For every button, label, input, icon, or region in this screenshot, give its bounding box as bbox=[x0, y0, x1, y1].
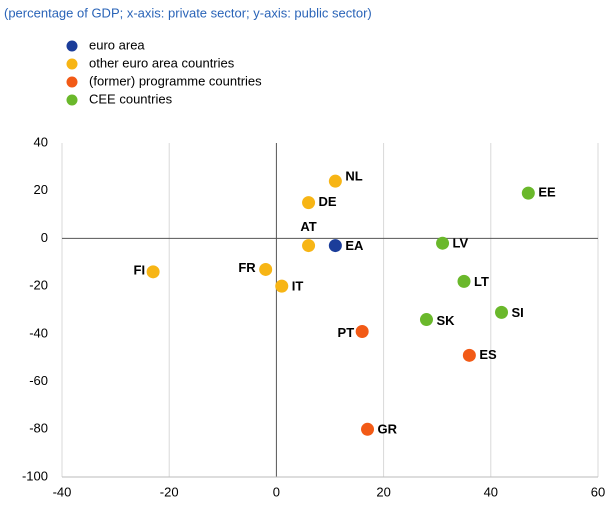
point-label: FI bbox=[134, 262, 146, 277]
data-point bbox=[146, 265, 160, 279]
x-tick-label: 0 bbox=[273, 484, 280, 499]
point-label: FR bbox=[238, 260, 256, 275]
data-point bbox=[521, 186, 535, 200]
point-label: SI bbox=[512, 305, 524, 320]
data-point bbox=[302, 196, 316, 210]
data-point bbox=[302, 239, 316, 253]
point-label: EA bbox=[345, 238, 364, 253]
y-tick-label: 20 bbox=[34, 182, 48, 197]
point-label: PT bbox=[338, 325, 355, 340]
legend-marker bbox=[66, 76, 78, 88]
point-label: AT bbox=[300, 219, 316, 234]
y-tick-label: 0 bbox=[41, 230, 48, 245]
data-point bbox=[462, 348, 476, 362]
legend-label: other euro area countries bbox=[89, 55, 235, 70]
point-label: NL bbox=[345, 169, 362, 184]
x-tick-label: -40 bbox=[53, 484, 72, 499]
data-point bbox=[328, 174, 342, 188]
point-label: GR bbox=[378, 422, 398, 437]
data-point bbox=[436, 236, 450, 250]
data-point bbox=[495, 305, 509, 319]
point-label: LV bbox=[453, 236, 469, 251]
data-point bbox=[457, 274, 471, 288]
data-point bbox=[361, 422, 375, 436]
point-label: ES bbox=[479, 347, 497, 362]
data-point bbox=[419, 313, 433, 327]
point-label: IT bbox=[292, 279, 304, 294]
legend-marker bbox=[66, 94, 78, 106]
legend-label: euro area bbox=[89, 37, 145, 52]
x-tick-label: 60 bbox=[591, 484, 605, 499]
y-tick-label: -40 bbox=[29, 325, 48, 340]
y-tick-label: -60 bbox=[29, 373, 48, 388]
point-label: LT bbox=[474, 274, 489, 289]
point-label: SK bbox=[436, 313, 455, 328]
point-label: EE bbox=[538, 185, 556, 200]
y-tick-label: -100 bbox=[22, 468, 48, 483]
legend-marker bbox=[66, 58, 78, 70]
data-point bbox=[275, 279, 289, 293]
data-point bbox=[328, 239, 342, 253]
x-tick-label: -20 bbox=[160, 484, 179, 499]
x-tick-label: 20 bbox=[376, 484, 390, 499]
data-point bbox=[259, 262, 273, 276]
point-label: DE bbox=[319, 194, 337, 209]
y-tick-label: 40 bbox=[34, 134, 48, 149]
legend-label: (former) programme countries bbox=[89, 73, 262, 88]
legend-label: CEE countries bbox=[89, 91, 173, 106]
legend-marker bbox=[66, 40, 78, 52]
data-point bbox=[355, 324, 369, 338]
x-tick-label: 40 bbox=[484, 484, 498, 499]
y-tick-label: -20 bbox=[29, 278, 48, 293]
y-tick-label: -80 bbox=[29, 421, 48, 436]
chart-subtitle: (percentage of GDP; x-axis: private sect… bbox=[4, 5, 372, 20]
